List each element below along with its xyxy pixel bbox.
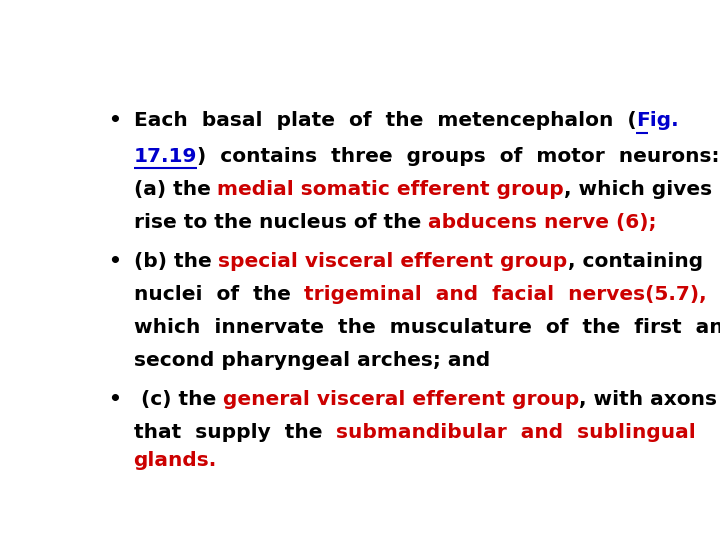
Text: Each  basal  plate  of  the  metencephalon  (: Each basal plate of the metencephalon ( xyxy=(133,111,636,131)
Text: that  supply  the: that supply the xyxy=(133,423,336,442)
Text: submandibular  and  sublingual: submandibular and sublingual xyxy=(336,423,696,442)
Text: general visceral efferent group: general visceral efferent group xyxy=(222,389,579,409)
Text: (b) the: (b) the xyxy=(133,252,218,271)
Text: second pharyngeal arches; and: second pharyngeal arches; and xyxy=(133,352,490,370)
Text: Fig.: Fig. xyxy=(636,111,679,131)
Text: )  contains  three  groups  of  motor  neurons:: ) contains three groups of motor neurons… xyxy=(197,147,719,166)
Text: , with axons: , with axons xyxy=(579,389,717,409)
Text: 17.19: 17.19 xyxy=(133,147,197,166)
Text: medial somatic efferent group: medial somatic efferent group xyxy=(217,180,564,199)
Text: (a) the: (a) the xyxy=(133,180,217,199)
Text: special visceral efferent group: special visceral efferent group xyxy=(218,252,567,271)
Text: , which gives: , which gives xyxy=(564,180,712,199)
Text: •: • xyxy=(108,252,121,271)
Text: which  innervate  the  musculature  of  the  first  and: which innervate the musculature of the f… xyxy=(133,318,720,337)
Text: •: • xyxy=(108,111,121,131)
Text: trigeminal  and  facial  nerves(5.7),: trigeminal and facial nerves(5.7), xyxy=(305,285,707,304)
Text: abducens nerve (6);: abducens nerve (6); xyxy=(428,213,656,232)
Text: rise to the nucleus of the: rise to the nucleus of the xyxy=(133,213,428,232)
Text: , containing: , containing xyxy=(567,252,703,271)
Text: (c) the: (c) the xyxy=(133,389,222,409)
Text: glands.: glands. xyxy=(133,451,217,470)
Text: •: • xyxy=(108,389,121,409)
Text: nuclei  of  the: nuclei of the xyxy=(133,285,305,304)
